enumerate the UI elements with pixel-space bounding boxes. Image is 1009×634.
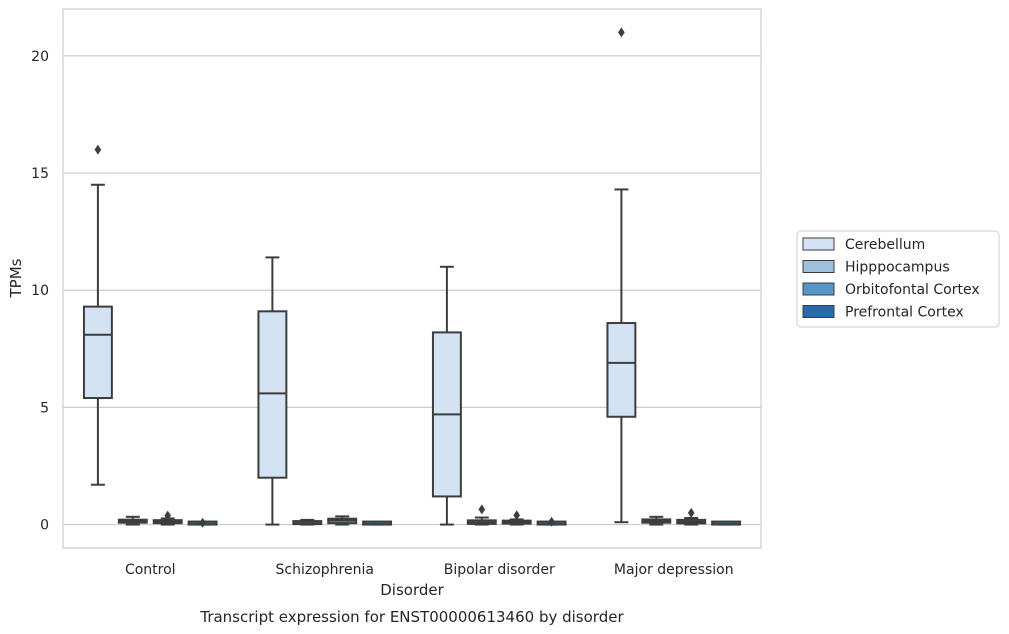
box-hipppocampus bbox=[466, 504, 497, 526]
legend-label: Prefrontal Cortex bbox=[845, 305, 964, 321]
outlier-point bbox=[164, 510, 171, 521]
y-tick-label: 10 bbox=[31, 283, 49, 299]
legend-item: Orbitofontal Cortex bbox=[802, 282, 980, 298]
box-orbitofontal-cortex bbox=[501, 510, 532, 526]
box-prefrontal-cortex bbox=[536, 516, 567, 527]
y-tick-label: 20 bbox=[31, 49, 49, 65]
legend-frame bbox=[796, 230, 1000, 328]
box-cerebellum bbox=[606, 27, 637, 524]
outlier-point bbox=[478, 504, 486, 515]
outlier-point bbox=[199, 517, 206, 528]
box-cerebellum bbox=[257, 256, 288, 526]
legend-swatch bbox=[802, 282, 835, 296]
legend-item: Cerebellum bbox=[802, 237, 925, 253]
y-tick-labels: 0 5 10 15 20 bbox=[31, 49, 49, 534]
box-iqr bbox=[257, 310, 288, 479]
box-cerebellum bbox=[431, 265, 462, 526]
legend-swatch bbox=[802, 260, 835, 273]
legend-label: Hipppocampus bbox=[845, 260, 950, 276]
legend-label: Orbitofontal Cortex bbox=[845, 282, 980, 298]
legend-item: Prefrontal Cortex bbox=[802, 305, 964, 321]
x-axis-label: Disorder bbox=[380, 581, 444, 599]
box-prefrontal-cortex bbox=[711, 520, 742, 526]
box-orbitofontal-cortex bbox=[676, 507, 707, 526]
box-iqr bbox=[82, 305, 113, 400]
legend-label: Cerebellum bbox=[845, 237, 925, 253]
box-series bbox=[82, 27, 742, 528]
chart-caption: Transcript expression for ENST0000061346… bbox=[199, 608, 624, 626]
box-orbitofontal-cortex bbox=[152, 510, 183, 526]
outlier-point bbox=[618, 27, 625, 38]
legend-swatch bbox=[802, 237, 835, 251]
legend-item: Hipppocampus bbox=[802, 260, 950, 276]
box-hipppocampus bbox=[292, 518, 323, 526]
box-cerebellum bbox=[82, 144, 113, 486]
box-hipppocampus bbox=[641, 515, 672, 526]
legend-swatch bbox=[802, 305, 835, 318]
box-orbitofontal-cortex bbox=[327, 515, 358, 526]
box-prefrontal-cortex bbox=[362, 520, 393, 526]
x-tick-labels: Control Schizophrenia Bipolar disorder Majo… bbox=[125, 562, 734, 578]
box-iqr bbox=[606, 322, 637, 418]
box-prefrontal-cortex bbox=[187, 517, 218, 528]
plot-frame bbox=[62, 8, 762, 549]
y-tick-label: 0 bbox=[40, 518, 49, 534]
x-tick-label: Major depression bbox=[614, 562, 734, 578]
legend: Cerebellum Hipppocampus Orbitofontal Corte… bbox=[796, 230, 1000, 328]
x-tick-label: Schizophrenia bbox=[276, 562, 374, 578]
y-gridlines bbox=[63, 55, 761, 526]
outlier-point bbox=[548, 516, 555, 527]
box-hipppocampus bbox=[117, 515, 148, 526]
x-tick-label: Bipolar disorder bbox=[444, 562, 555, 578]
outlier-point bbox=[687, 507, 695, 518]
outlier-point bbox=[94, 144, 102, 155]
x-tick-label: Control bbox=[125, 562, 176, 578]
y-tick-label: 15 bbox=[31, 166, 49, 182]
plot-background bbox=[63, 9, 761, 548]
outlier-point bbox=[513, 510, 520, 521]
y-axis-label: TPMs bbox=[7, 258, 25, 298]
y-tick-label: 5 bbox=[40, 400, 49, 416]
